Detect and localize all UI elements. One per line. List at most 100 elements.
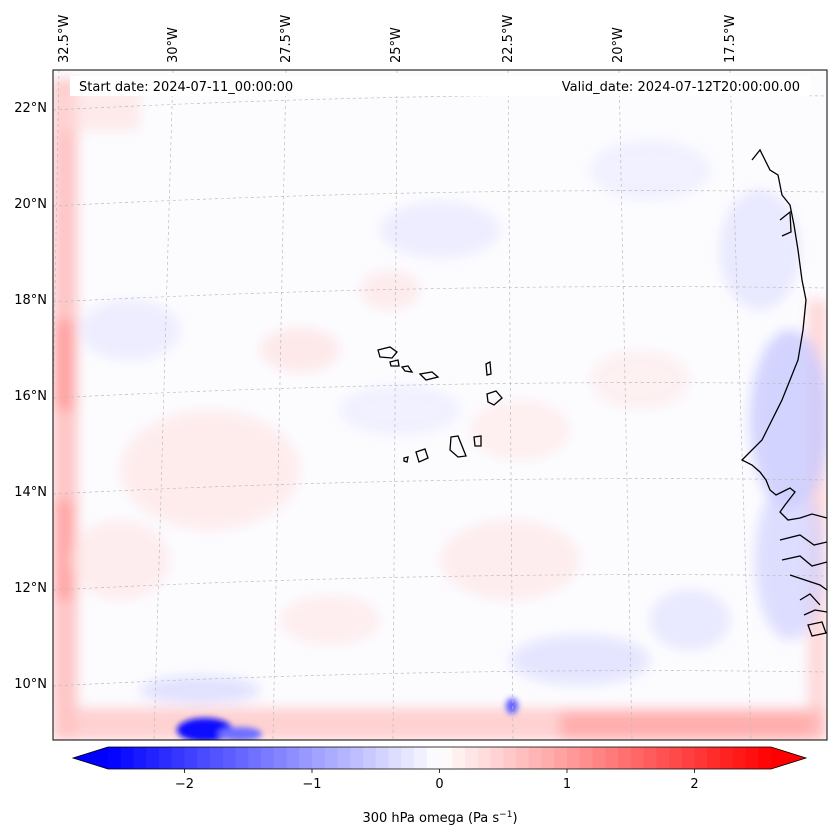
valid-date-label: Valid_date: 2024-07-12T20:00:00.00	[562, 80, 800, 95]
colorbar-cell	[235, 747, 249, 769]
colorbar-cell	[541, 747, 555, 769]
colorbar-cell	[528, 747, 542, 769]
map-panel: Start date: 2024-07-11_00:00:00 Valid_da…	[52, 69, 828, 741]
island-boa-vista	[486, 390, 503, 406]
colorbar-cell	[465, 747, 479, 769]
longitude-labels: 32.5°W 30°W 27.5°W 25°W 22.5°W 20°W 17.5…	[57, 15, 738, 63]
lon-label: 25°W	[389, 27, 404, 63]
colorbar-cells	[73, 747, 806, 769]
colorbar-cell	[490, 747, 504, 769]
colorbar-cell	[388, 747, 402, 769]
colorbar-cell	[669, 747, 683, 769]
colorbar-cell	[375, 747, 389, 769]
colorbar-cell	[758, 747, 772, 769]
colorbar-cell	[261, 747, 275, 769]
colorbar-tick-label: −1	[302, 777, 321, 792]
omega-field-blobs	[53, 80, 827, 740]
map-frame	[52, 69, 828, 741]
colorbar-cell	[694, 747, 708, 769]
lon-label: 17.5°W	[723, 15, 738, 63]
colorbar-cell	[120, 747, 134, 769]
island-brava	[403, 456, 409, 463]
lon-label: 30°W	[166, 27, 181, 63]
colorbar-cell	[516, 747, 530, 769]
colorbar-cell	[146, 747, 160, 769]
colorbar-cell	[248, 747, 262, 769]
island-santa-luzia	[418, 371, 440, 381]
colorbar-cell	[630, 747, 644, 769]
colorbar-cell	[299, 747, 313, 769]
colorbar-tick-label: 1	[563, 777, 571, 792]
colorbar-cell	[592, 747, 606, 769]
colorbar-cell	[401, 747, 415, 769]
colorbar: −2 −1 0 1 2 300 hPa omega (Pa s−1)	[71, 746, 808, 826]
island-maio	[473, 435, 482, 447]
omega-field	[53, 80, 827, 740]
colorbar-outline	[71, 746, 808, 770]
colorbar-cell	[605, 747, 619, 769]
lat-label: 16°N	[14, 389, 47, 404]
colorbar-cell	[439, 747, 453, 769]
island-santo-antao	[377, 346, 398, 359]
colorbar-cell	[363, 747, 377, 769]
colorbar-cell	[452, 747, 466, 769]
colorbar-cell	[656, 747, 670, 769]
gridlines	[53, 70, 827, 740]
colorbar-cell	[643, 747, 657, 769]
lat-label: 12°N	[14, 581, 47, 596]
colorbar-cell	[350, 747, 364, 769]
lon-label: 22.5°W	[501, 15, 516, 63]
colorbar-tick-label: −2	[175, 777, 194, 792]
lat-label: 20°N	[14, 197, 47, 212]
latitude-labels: 22°N 20°N 18°N 16°N 14°N 12°N 10°N	[14, 101, 47, 692]
africa-coast	[740, 148, 827, 521]
coastlines	[377, 148, 827, 637]
lon-label: 27.5°W	[279, 15, 294, 63]
colorbar-tick-label: 0	[435, 777, 443, 792]
island-sao-vicente	[389, 359, 400, 367]
colorbar-cell	[133, 747, 147, 769]
lat-label: 22°N	[14, 101, 47, 116]
colorbar-cell	[108, 747, 122, 769]
lat-label: 18°N	[14, 293, 47, 308]
colorbar-cell	[720, 747, 734, 769]
colorbar-cell	[414, 747, 428, 769]
colorbar-label: 300 hPa omega (Pa s−1)	[362, 810, 517, 826]
colorbar-cell	[579, 747, 593, 769]
colorbar-cell	[745, 747, 759, 769]
colorbar-cell	[337, 747, 351, 769]
annotation-background	[70, 76, 810, 96]
colorbar-cell	[707, 747, 721, 769]
colorbar-cell	[197, 747, 211, 769]
colorbar-extend-min	[73, 747, 108, 769]
lat-label: 14°N	[14, 485, 47, 500]
colorbar-cell	[426, 747, 440, 769]
colorbar-cell	[312, 747, 326, 769]
colorbar-cell	[503, 747, 517, 769]
colorbar-cell	[681, 747, 695, 769]
colorbar-cell	[286, 747, 300, 769]
island-fogo	[415, 448, 429, 463]
colorbar-ticks: −2 −1 0 1 2	[175, 769, 699, 792]
colorbar-extend-max	[771, 747, 806, 769]
colorbar-tick-label: 2	[690, 777, 698, 792]
colorbar-cell	[171, 747, 185, 769]
lon-label: 32.5°W	[57, 15, 72, 63]
island-santiago	[449, 435, 467, 458]
colorbar-cell	[324, 747, 338, 769]
colorbar-cell	[567, 747, 581, 769]
colorbar-cell	[618, 747, 632, 769]
colorbar-cell	[273, 747, 287, 769]
lon-label: 20°W	[611, 27, 626, 63]
omega-strong-blob	[177, 698, 518, 740]
colorbar-cell	[210, 747, 224, 769]
colorbar-cell	[732, 747, 746, 769]
colorbar-cell	[159, 747, 173, 769]
island-sal	[485, 360, 492, 376]
island-sao-nicolau	[400, 365, 414, 373]
colorbar-cell	[184, 747, 198, 769]
colorbar-cell	[554, 747, 568, 769]
colorbar-cell	[222, 747, 236, 769]
start-date-label: Start date: 2024-07-11_00:00:00	[79, 80, 293, 95]
